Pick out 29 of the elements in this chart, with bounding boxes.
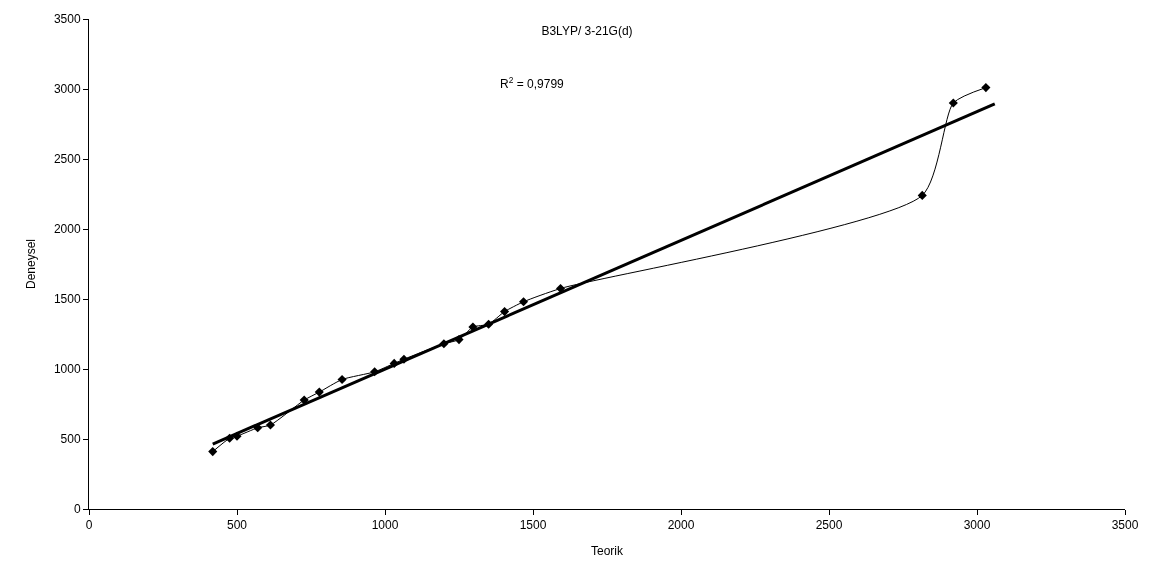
- chart-title: B3LYP/ 3-21G(d): [541, 23, 633, 38]
- point: [500, 307, 510, 317]
- y-tick-label: 0: [73, 502, 81, 517]
- point: [208, 447, 218, 457]
- x-tick-label: 0: [85, 518, 93, 533]
- x-tick-label: 1500: [519, 518, 547, 533]
- x-tick-label: 3500: [1111, 518, 1139, 533]
- y-axis-title: Deneysel: [24, 238, 39, 290]
- point: [314, 387, 324, 397]
- point: [337, 374, 347, 385]
- x-tick-label: 1000: [371, 518, 399, 533]
- x-axis-title: Teorik: [590, 544, 624, 559]
- y-tick-label: 1500: [53, 292, 81, 307]
- x-tick-label: 2000: [667, 518, 695, 533]
- y-tick-label: 2500: [53, 152, 81, 167]
- x-tick-label: 3000: [963, 518, 991, 533]
- x-tick-label: 500: [226, 518, 248, 533]
- y-tick-label: 3500: [53, 12, 81, 27]
- point: [518, 297, 529, 307]
- point: [948, 98, 958, 108]
- y-tick-label: 3000: [53, 82, 81, 97]
- point: [981, 83, 991, 93]
- x-tick-label: 2500: [815, 518, 843, 533]
- point: [917, 190, 927, 200]
- y-tick-label: 2000: [53, 222, 81, 237]
- y-tick-label: 1000: [53, 362, 81, 377]
- y-tick-label: 500: [60, 432, 81, 447]
- point: [265, 420, 275, 430]
- annotation: R$^{2}$ = 0,9799: [500, 75, 565, 92]
